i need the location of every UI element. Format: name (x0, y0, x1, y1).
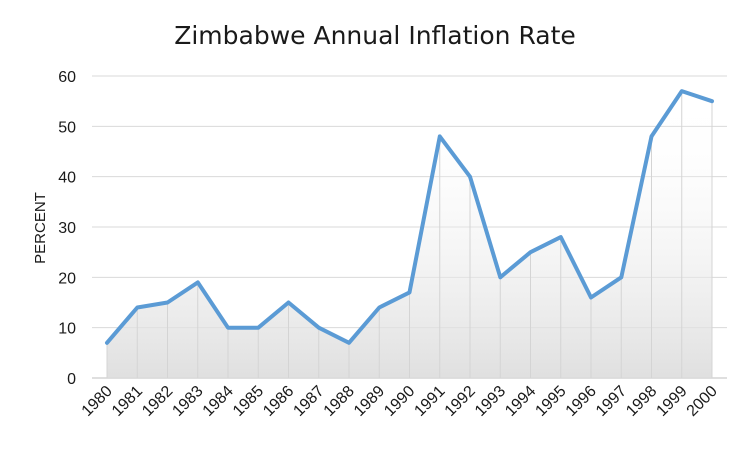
x-tick-label: 1991 (411, 383, 448, 420)
x-tick-label: 1980 (79, 383, 116, 420)
x-tick-label: 1993 (472, 383, 509, 420)
y-axis-label: PERCENT (32, 192, 49, 264)
x-tick-label: 1983 (169, 383, 206, 420)
y-tick-label: 40 (58, 170, 76, 187)
drop-lines (106, 91, 713, 378)
y-tick-label: 0 (67, 371, 76, 388)
x-tick-label: 1996 (563, 383, 600, 420)
y-tick-label: 10 (58, 321, 76, 338)
x-tick-label: 1990 (381, 383, 418, 420)
x-tick-label: 1981 (109, 383, 146, 420)
x-tick-label: 1992 (442, 383, 479, 420)
chart-title: Zimbabwe Annual Inflation Rate (174, 21, 576, 50)
x-tick-label: 1995 (532, 383, 569, 420)
inflation-series-line (105, 89, 714, 345)
x-tick-label: 1984 (200, 383, 237, 420)
x-tick-label: 2000 (684, 383, 721, 420)
x-tick-label: 1998 (623, 383, 660, 420)
x-tick-label: 1989 (351, 383, 388, 420)
x-tick-label: 1987 (290, 383, 327, 420)
series-line (105, 89, 714, 345)
x-tick-label: 1997 (593, 383, 630, 420)
y-tick-label: 50 (58, 119, 76, 136)
x-tick-label: 1982 (139, 383, 176, 420)
y-tick-label: 60 (58, 69, 76, 86)
x-tick-label: 1999 (653, 383, 690, 420)
x-tick-label: 1985 (230, 383, 267, 420)
y-tick-labels: 0 10 20 30 40 50 60 (58, 69, 76, 388)
y-tick-label: 20 (58, 270, 76, 287)
x-tick-label: 1986 (260, 383, 297, 420)
y-tick-label: 30 (58, 220, 76, 237)
x-tick-labels: 1980198119821983198419851986198719881989… (79, 383, 721, 420)
x-tick-label: 1988 (321, 383, 358, 420)
x-tick-label: 1994 (502, 383, 539, 420)
